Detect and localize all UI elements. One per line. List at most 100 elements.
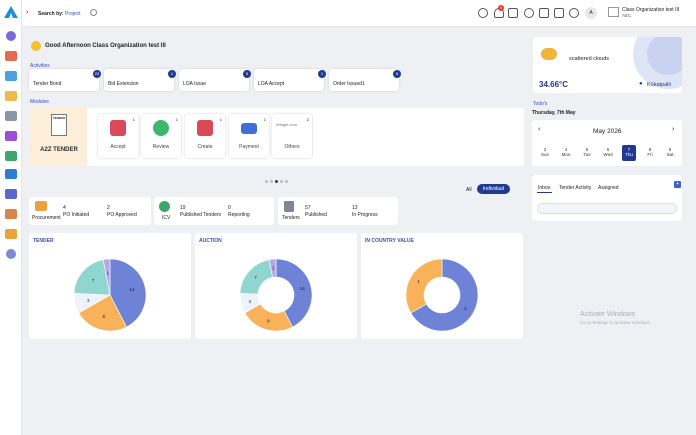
- invoice-icon[interactable]: [5, 189, 17, 199]
- document-icon[interactable]: [5, 91, 17, 101]
- calendar-day[interactable]: 5 Tue: [583, 147, 591, 157]
- support-icon[interactable]: [524, 8, 534, 18]
- tab-inbox[interactable]: Inbox: [538, 185, 551, 191]
- module-create[interactable]: 1 Create: [185, 114, 225, 158]
- activity-card[interactable]: LOA Issue 5: [179, 69, 251, 91]
- next-month-chevron-icon[interactable]: ›: [672, 126, 675, 133]
- add-task-button[interactable]: +: [674, 181, 681, 188]
- card-icon[interactable]: [5, 169, 17, 179]
- carousel-dot[interactable]: [265, 180, 268, 183]
- pie-slice[interactable]: [405, 258, 443, 314]
- pie-slice-label: 2: [464, 306, 467, 311]
- filter-individual[interactable]: Individual: [477, 184, 510, 194]
- check-circle-icon: [153, 120, 169, 136]
- pie-slice[interactable]: [268, 258, 277, 278]
- whatsapp-icon[interactable]: [569, 8, 579, 18]
- tender-logo-text: A2Z TENDER: [40, 147, 78, 153]
- pie-slice-label: 7: [92, 278, 95, 283]
- activity-label: Bid Extension: [108, 81, 139, 87]
- tender-chart-card: TENDER 14 8 3 7 1: [29, 233, 191, 339]
- user-name[interactable]: Class Organization test III: [622, 7, 680, 13]
- create-icon: [197, 120, 213, 136]
- widget-icon-alt: Widget Icon: [276, 122, 298, 127]
- org-icon[interactable]: [508, 8, 518, 18]
- person-icon[interactable]: [5, 151, 17, 161]
- weather-temp: 34.66°C: [539, 80, 568, 89]
- prev-month-chevron-icon[interactable]: ‹: [538, 126, 541, 133]
- tab-tender-activity[interactable]: Tender Activity: [559, 185, 592, 191]
- activity-card[interactable]: LOA Accept 1: [254, 69, 326, 91]
- dashboard-icon[interactable]: [6, 31, 16, 41]
- calendar-selected-day-highlight: [622, 145, 636, 161]
- todo-title: Todo's: [533, 101, 548, 107]
- wave-icon: [31, 41, 41, 51]
- chart-title: IN COUNTRY VALUE: [365, 238, 414, 244]
- module-review[interactable]: 1 Review: [141, 114, 181, 158]
- icv-card[interactable]: ICV 19 Published Tenders 0 Reporting: [154, 197, 274, 225]
- carousel-dot[interactable]: [270, 180, 273, 183]
- calendar-day[interactable]: 6 Wed: [603, 147, 613, 157]
- box-icon[interactable]: [5, 209, 17, 219]
- calendar-day[interactable]: 9 Sat: [666, 147, 674, 157]
- tag-icon[interactable]: [5, 229, 17, 239]
- weather-location: Kūkatpalli: [647, 82, 671, 88]
- carousel-dots[interactable]: [265, 180, 289, 184]
- users-icon[interactable]: [5, 51, 17, 61]
- module-count: 1: [132, 117, 135, 122]
- pie-slice[interactable]: [73, 259, 111, 296]
- auction-donut-chart[interactable]: 14 8 3 7 1: [236, 255, 316, 335]
- icv-donut-chart[interactable]: 21: [402, 255, 482, 335]
- tenders-card[interactable]: Tenders 57 Published 13 In Progress: [278, 197, 398, 225]
- carousel-dot[interactable]: [285, 180, 288, 183]
- calendar-day-selected[interactable]: 7 Thu: [625, 147, 633, 157]
- language-icon[interactable]: [478, 8, 488, 18]
- procurement-card[interactable]: Procurement 4 PO Initiated 2 PO Approved: [29, 197, 151, 225]
- weather-desc: scattered clouds: [569, 56, 610, 62]
- logo-icon[interactable]: [4, 6, 18, 18]
- stat-value: 57: [305, 205, 311, 211]
- calendar-day[interactable]: 8 Fri: [647, 147, 653, 157]
- carousel-dot[interactable]: [275, 180, 278, 183]
- module-others[interactable]: Widget Icon 2 Others: [272, 114, 312, 158]
- chart-title: TENDER: [33, 238, 54, 244]
- search-scope-dropdown[interactable]: Project: [65, 11, 81, 17]
- module-payment[interactable]: 1 Payment: [229, 114, 269, 158]
- pie-slice[interactable]: [78, 294, 127, 332]
- activity-card[interactable]: Bid Extension 1: [104, 69, 176, 91]
- carousel-dot[interactable]: [280, 180, 283, 183]
- stat-title: ICV: [162, 215, 171, 221]
- module-label: Create: [197, 144, 213, 150]
- activity-card[interactable]: Tender Bond 23: [29, 69, 101, 91]
- calendar-day[interactable]: 2 Sun: [540, 147, 549, 157]
- stat-label: PO Approved: [107, 212, 137, 218]
- calendar-icon[interactable]: [5, 71, 17, 81]
- calendar-day[interactable]: 4 Mon: [561, 147, 571, 157]
- search-icon[interactable]: [90, 9, 97, 16]
- expand-chevron-icon[interactable]: ›: [26, 9, 29, 16]
- stat-title: Tenders: [282, 215, 300, 221]
- tab-assigned[interactable]: Assigned: [598, 185, 619, 191]
- module-accept[interactable]: 1 Accept: [98, 114, 138, 158]
- folder-icon[interactable]: [5, 131, 17, 141]
- org-logo-box: [608, 7, 619, 17]
- weather-card: scattered clouds 34.66°C ● Kūkatpalli: [533, 37, 682, 93]
- pie-slice-label: 1: [107, 270, 110, 275]
- activity-card[interactable]: Order Issued1 5: [329, 69, 401, 91]
- sidebar: [0, 0, 22, 435]
- pie-slice[interactable]: [109, 258, 147, 328]
- inbox-input[interactable]: [537, 203, 677, 214]
- avatar[interactable]: A: [585, 7, 597, 19]
- activity-count: 1: [168, 70, 176, 78]
- calendar-icon[interactable]: [539, 8, 549, 18]
- edit-icon[interactable]: [5, 111, 17, 121]
- pie-slice[interactable]: [275, 258, 313, 328]
- filter-all[interactable]: All: [466, 187, 472, 193]
- grid-icon[interactable]: [554, 8, 564, 18]
- stat-label: PO Initiated: [63, 212, 90, 218]
- pie-slice-label: 3: [87, 298, 90, 303]
- activities-title: Activities: [30, 63, 50, 69]
- support-icon[interactable]: [6, 249, 16, 259]
- pie-slice[interactable]: [410, 258, 479, 332]
- tender-pie-chart[interactable]: 14 8 3 7 1: [70, 255, 150, 335]
- pie-slice[interactable]: [102, 258, 111, 296]
